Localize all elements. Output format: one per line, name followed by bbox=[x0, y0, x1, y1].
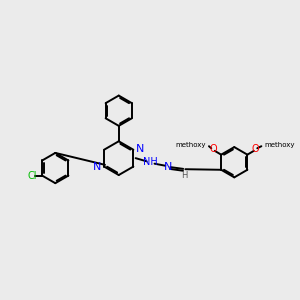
Text: N: N bbox=[93, 163, 101, 172]
Text: H: H bbox=[181, 170, 188, 179]
Text: O: O bbox=[209, 144, 217, 154]
Text: Cl: Cl bbox=[27, 171, 37, 181]
Text: methoxy: methoxy bbox=[176, 142, 206, 148]
Text: NH: NH bbox=[143, 157, 158, 167]
Text: methoxy: methoxy bbox=[265, 142, 295, 148]
Text: N: N bbox=[164, 162, 172, 172]
Text: N: N bbox=[136, 144, 145, 154]
Text: O: O bbox=[252, 144, 259, 154]
